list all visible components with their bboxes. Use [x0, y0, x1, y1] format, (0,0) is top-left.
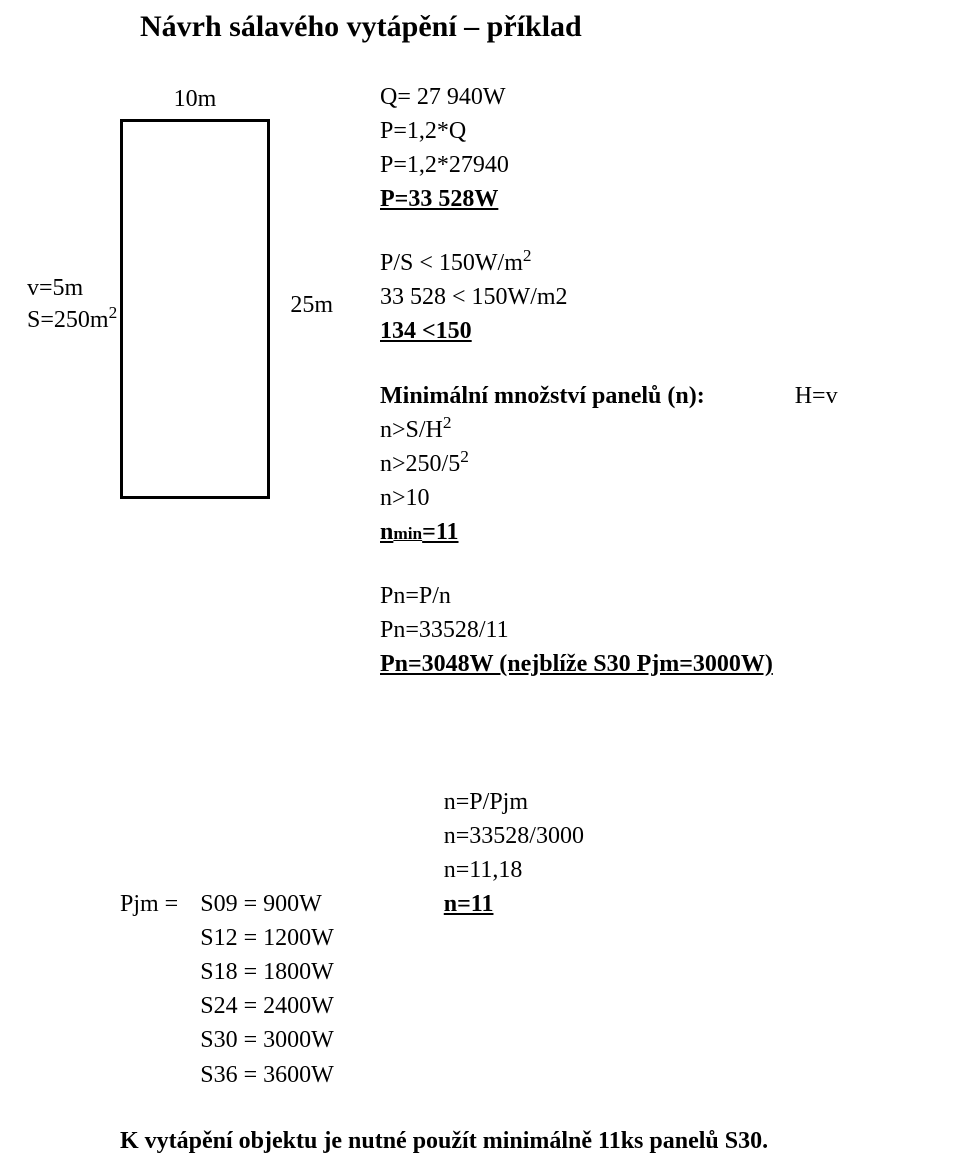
calc-line: n=P/Pjm — [444, 785, 584, 819]
calc-line: 33 528 < 150W/m2 — [380, 280, 838, 314]
calc-line: n>S/H2 — [380, 413, 838, 447]
calc-hv: H=v — [795, 379, 838, 413]
diagram-top-label: 10m — [174, 86, 217, 113]
calc-exp: 2 — [443, 413, 452, 432]
calc-line: P=33 528W — [380, 182, 838, 216]
diagram-s-label-exp: 2 — [109, 303, 118, 322]
calc-line: n>250/52 — [380, 447, 838, 481]
diagram-right-label: 25m — [290, 292, 333, 319]
page-title: Návrh sálavého vytápění – příklad — [140, 10, 920, 44]
calc-text: n>S/H — [380, 417, 443, 443]
spacer — [380, 549, 838, 579]
diagram-s-label-pre: S=250m — [27, 307, 109, 333]
calc-line: n=11 — [444, 887, 584, 921]
diagram-s-label: S=250m2 — [27, 304, 117, 336]
calc-exp: 2 — [523, 246, 532, 265]
diagram-rect: v=5m S=250m2 25m — [120, 119, 270, 499]
pjm-row: S09 = 900W — [200, 887, 334, 921]
calc-line: Pn=3048W (nejblíže S30 Pjm=3000W) — [380, 647, 838, 681]
diagram-v-label: v=5m — [27, 272, 117, 304]
calc-exp: 2 — [460, 447, 469, 466]
calc-text: n — [380, 515, 393, 549]
calc-column: Q= 27 940W P=1,2*Q P=1,2*27940 P=33 528W… — [380, 80, 838, 681]
calc-line: Pn=33528/11 — [380, 613, 838, 647]
top-block: 10m v=5m S=250m2 25m Q= 27 940W P=1,2*Q … — [120, 80, 920, 681]
below-block: Pjm = S09 = 900W S12 = 1200W S18 = 1800W… — [120, 785, 920, 1091]
calc-line: 134 <150 — [380, 314, 838, 348]
pjm-label: Pjm = — [120, 887, 178, 921]
bottom-calc: n=P/Pjm n=33528/3000 n=11,18 n=11 — [444, 785, 584, 921]
calc-line: P=1,2*Q — [380, 114, 838, 148]
calc-line: n=33528/3000 — [444, 819, 584, 853]
diagram-column: 10m v=5m S=250m2 25m — [120, 86, 270, 499]
calc-text: Minimální množství panelů (n): — [380, 379, 705, 413]
pjm-values: S09 = 900W S12 = 1200W S18 = 1800W S24 =… — [200, 887, 334, 1091]
calc-text: =11 — [422, 515, 458, 549]
spacer — [380, 216, 838, 246]
diagram-left-labels: v=5m S=250m2 — [27, 272, 117, 337]
pjm-column: Pjm = S09 = 900W S12 = 1200W S18 = 1800W… — [120, 785, 334, 1091]
calc-text: n>250/5 — [380, 451, 460, 477]
calc-line: n>10 — [380, 481, 838, 515]
calc-line: Q= 27 940W — [380, 80, 838, 114]
pjm-row: S12 = 1200W — [200, 921, 334, 955]
pjm-row: S18 = 1800W — [200, 955, 334, 989]
calc-line: nmin=11 — [380, 515, 838, 549]
pjm-row: S24 = 2400W — [200, 989, 334, 1023]
pjm-row: S30 = 3000W — [200, 1023, 334, 1057]
calc-text: P/S < 150W/m — [380, 250, 523, 276]
calc-line: n=11,18 — [444, 853, 584, 887]
calc-line: Pn=P/n — [380, 579, 838, 613]
pjm-row: S36 = 3600W — [200, 1058, 334, 1092]
page: Návrh sálavého vytápění – příklad 10m v=… — [0, 0, 960, 1145]
calc-line: Minimální množství panelů (n): H=v — [380, 379, 838, 413]
calc-line: P/S < 150W/m2 — [380, 246, 838, 280]
calc-line: P=1,2*27940 — [380, 148, 838, 182]
final-sentence: K vytápění objektu je nutné použít minim… — [120, 1128, 920, 1155]
spacer — [380, 349, 838, 379]
